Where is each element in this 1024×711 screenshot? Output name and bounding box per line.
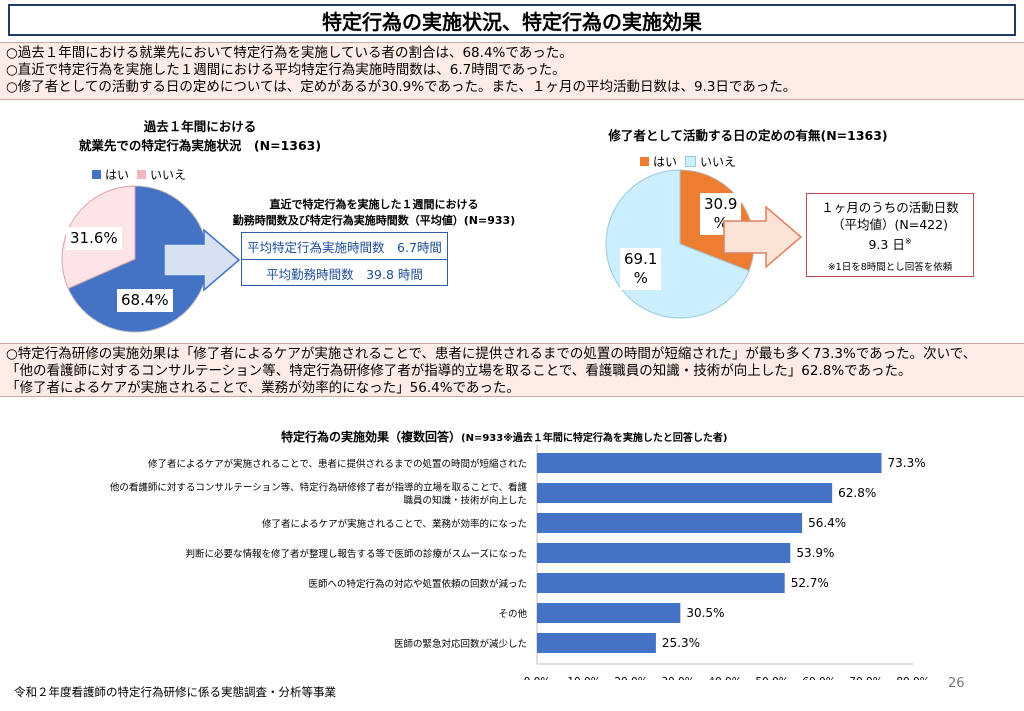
category-label: 医師の緊急対応回数が減少した — [394, 638, 527, 650]
bar-value-label: 30.5% — [686, 606, 724, 620]
x-tick-label: 70.0% — [849, 676, 882, 680]
legend-swatch-yes — [640, 157, 649, 166]
bar-value-label: 53.9% — [796, 546, 834, 560]
days-line1: １ヶ月のうちの活動日数 — [821, 200, 959, 215]
summary-line: ○直近で特定行為を実施した１週間における平均特定行為実施時間数は、6.7時間であ… — [6, 62, 566, 78]
legend-swatch-no — [137, 170, 147, 179]
pie1-label-yes: 68.4% — [117, 289, 173, 312]
legend-yes-label: はい — [653, 155, 678, 169]
pie2-label-no-value: 69.1 — [624, 250, 658, 268]
activity-days-box: １ヶ月のうちの活動日数 （平均値）(N=422) 9.3 日※ ※1日を8時間と… — [806, 193, 974, 277]
bar — [537, 603, 681, 623]
avg-specific-act-hours: 平均特定行為実施時間数 6.7時間 — [247, 239, 442, 255]
bar — [537, 483, 833, 503]
bar — [537, 513, 803, 533]
legend-swatch-yes — [92, 170, 101, 179]
days-mark: ※ — [904, 237, 912, 246]
x-tick-label: 30.0% — [661, 676, 694, 680]
x-tick-label: 10.0% — [567, 676, 600, 680]
arrow-2 — [723, 205, 803, 269]
category-label: その他 — [498, 608, 527, 620]
summary-line: 「修了者によるケアが実施されることで、業務が効率的になった」56.4%であった。 — [6, 380, 520, 396]
pie2-label-no: 69.1 % — [620, 248, 662, 290]
hours-title: 直近で特定行為を実施した１週間における 勤務時間数及び特定行為実施時間数（平均値… — [226, 196, 522, 228]
days-line3: 9.3 日※ — [807, 233, 973, 253]
x-tick-label: 80.0% — [896, 676, 929, 680]
summary-line: 「他の看護師に対するコンサルテーション等、特定行為研修修了者が指導的立場を取るこ… — [6, 363, 912, 379]
bar-value-label: 25.3% — [662, 636, 700, 650]
x-tick-label: 40.0% — [708, 676, 741, 680]
bar-chart: 73.3% 修了者によるケアが実施されることで、患者に提供されるまでの処置の時間が… — [110, 444, 930, 680]
hours-title-line2: 勤務時間数及び特定行為実施時間数（平均値）(N=933) — [232, 214, 516, 227]
pie1-title: 過去１年間における 就業先での特定行為実施状況 (N=1363) — [50, 116, 350, 154]
legend-yes-label: はい — [105, 168, 130, 182]
pie2-label-no-unit: % — [633, 269, 648, 287]
days-line2: （平均値）(N=422) — [832, 217, 948, 232]
pie2-title: 修了者として活動する日の定めの有無(N=1363) — [608, 128, 888, 143]
bar-chart-subtitle: (N=933※過去１年間に特定行為を実施したと回答した者) — [461, 433, 728, 444]
summary-line: ○修了者としての活動する日の定めについては、定めがあるが30.9%であった。また… — [6, 79, 797, 95]
pie1-legend: はい いいえ — [92, 166, 186, 183]
x-tick-label: 20.0% — [614, 676, 647, 680]
bar-chart-title-text: 特定行為の実施効果（複数回答） — [281, 430, 462, 444]
summary-line: ○過去１年間における就業先において特定行為を実施している者の割合は、68.4%で… — [6, 45, 573, 61]
hours-title-line1: 直近で特定行為を実施した１週間における — [269, 198, 479, 211]
pie1-label-no: 31.6% — [66, 227, 122, 250]
bar-chart-title: 特定行為の実施効果（複数回答）(N=933※過去１年間に特定行為を実施したと回答… — [281, 428, 728, 445]
x-tick-label: 60.0% — [802, 676, 835, 680]
pie2-label-yes-value: 30.9 — [704, 195, 738, 213]
days-note: ※1日を8時間とし回答を依頼 — [827, 262, 953, 274]
bar-value-label: 73.3% — [888, 456, 926, 470]
bar-value-label: 52.7% — [791, 576, 829, 590]
summary-box-mid: ○特定行為研修の実施効果は「修了者によるケアが実施されることで、患者に提供される… — [0, 343, 1024, 397]
legend-swatch-no — [685, 156, 697, 167]
pie1-slice-yes — [67, 185, 209, 333]
x-tick-label: 50.0% — [755, 676, 788, 680]
category-label: 医師への特定行為の対応や処置依頼の回数が減った — [308, 578, 527, 590]
page-title: 特定行為の実施状況、特定行為の実施効果 — [8, 4, 1016, 36]
avg-work-hours: 平均勤務時間数 39.8 時間 — [242, 259, 447, 286]
days-value: 9.3 日 — [868, 237, 905, 253]
legend-no-label: いいえ — [700, 155, 737, 169]
pie1-title-line2: 就業先での特定行為実施状況 (N=1363) — [78, 138, 322, 153]
bar-value-label: 62.8% — [838, 486, 876, 500]
bar — [537, 633, 656, 653]
bar — [537, 573, 785, 593]
legend-no-label: いいえ — [150, 168, 187, 182]
category-label: 他の看護師に対するコンサルテーション等、特定行為研修修了者が指導的立場を取ること… — [110, 482, 528, 494]
x-tick-label: 0.0% — [524, 676, 551, 680]
page-title-text: 特定行為の実施状況、特定行為の実施効果 — [322, 9, 702, 34]
category-label: 判断に必要な情報を修了者が整理し報告する等で医師の診療がスムーズになった — [185, 548, 527, 560]
hours-box: 平均特定行為実施時間数 6.7時間 平均勤務時間数 39.8 時間 — [241, 232, 448, 286]
summary-line: ○特定行為研修の実施効果は「修了者によるケアが実施されることで、患者に提供される… — [6, 346, 977, 362]
footer-source: 令和２年度看護師の特定行為研修に係る実態調査・分析等事業 — [14, 685, 336, 699]
arrow-1 — [163, 228, 241, 292]
pie2-legend: はい いいえ — [640, 153, 736, 170]
bar — [537, 543, 791, 563]
category-label: 職員の知識・技術が向上した — [403, 495, 527, 507]
pie1-title-line1: 過去１年間における — [143, 119, 257, 134]
category-label: 修了者によるケアが実施されることで、業務が効率的になった — [262, 518, 527, 530]
bar — [537, 453, 882, 473]
category-label: 修了者によるケアが実施されることで、患者に提供されるまでの処置の時間が短縮された — [148, 458, 527, 470]
bar-value-label: 56.4% — [808, 516, 846, 530]
summary-box-top: ○過去１年間における就業先において特定行為を実施している者の割合は、68.4%で… — [0, 42, 1024, 100]
page-number: 26 — [948, 676, 965, 691]
